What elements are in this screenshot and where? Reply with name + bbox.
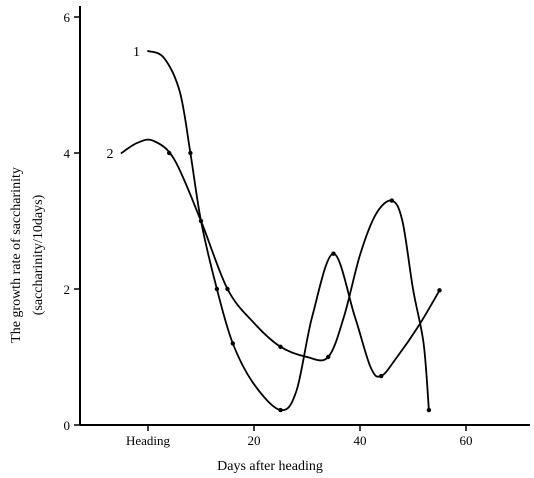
series-2-point [198, 218, 204, 224]
axes [79, 6, 530, 426]
series-2-label: 2 [107, 147, 114, 162]
series-2-point [326, 354, 331, 360]
x-tick-label: 20 [248, 433, 261, 448]
series-2-point [167, 150, 172, 156]
series-1-label: 1 [133, 45, 140, 60]
series-1-point [278, 407, 283, 413]
series-1-line [147, 50, 441, 412]
series-1-point [188, 150, 193, 156]
y-tick-label: 6 [64, 10, 71, 25]
y-tick-label: 4 [64, 146, 71, 161]
series-1-point [230, 341, 235, 346]
series-2-line [120, 138, 430, 411]
y-axis-title-line2: (saccharinity/10days) [31, 194, 46, 315]
y-axis-ticks: 0 2 4 6 [64, 10, 80, 433]
y-axis-title-line1: The growth rate of saccharinity [9, 167, 24, 343]
x-axis-ticks: Heading 20 40 60 [126, 425, 473, 448]
series-1-point [437, 288, 442, 293]
series-curves [120, 50, 441, 412]
series-labels: 12 [107, 45, 141, 162]
y-tick-label: 2 [64, 282, 71, 297]
series-1-point [379, 373, 384, 379]
series-2-point [225, 286, 230, 292]
series-1-point [214, 286, 220, 292]
series-markers [167, 150, 442, 413]
x-tick-label: 60 [460, 433, 473, 448]
series-2-point [278, 344, 283, 349]
series-1-point [331, 251, 336, 256]
y-tick-label: 0 [64, 418, 71, 433]
series-2-point [426, 407, 432, 413]
x-axis-title: Days after heading [217, 459, 323, 474]
x-tick-label: 40 [354, 433, 367, 448]
series-2-point [389, 198, 394, 203]
x-tick-label: Heading [126, 433, 171, 448]
